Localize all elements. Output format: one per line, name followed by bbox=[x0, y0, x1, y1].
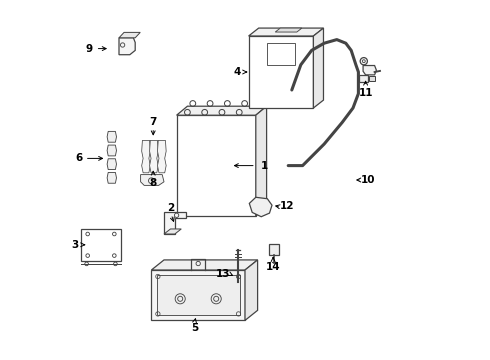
FancyBboxPatch shape bbox=[157, 275, 240, 315]
Polygon shape bbox=[245, 260, 258, 320]
Polygon shape bbox=[107, 131, 117, 142]
Polygon shape bbox=[249, 197, 272, 217]
FancyBboxPatch shape bbox=[81, 229, 121, 261]
Text: 7: 7 bbox=[149, 117, 157, 127]
Polygon shape bbox=[107, 159, 117, 170]
Polygon shape bbox=[314, 28, 323, 108]
Polygon shape bbox=[119, 32, 140, 38]
Polygon shape bbox=[157, 140, 166, 173]
Polygon shape bbox=[256, 106, 267, 216]
Text: 11: 11 bbox=[358, 88, 373, 98]
Polygon shape bbox=[164, 212, 186, 234]
FancyBboxPatch shape bbox=[151, 270, 245, 320]
Polygon shape bbox=[151, 260, 258, 270]
Text: 10: 10 bbox=[361, 175, 376, 185]
Polygon shape bbox=[248, 28, 323, 36]
Polygon shape bbox=[142, 140, 150, 173]
Text: 9: 9 bbox=[86, 44, 93, 54]
Text: 3: 3 bbox=[72, 240, 79, 250]
FancyBboxPatch shape bbox=[176, 115, 256, 216]
FancyBboxPatch shape bbox=[360, 75, 368, 82]
Polygon shape bbox=[141, 175, 164, 185]
Text: 1: 1 bbox=[261, 161, 269, 171]
Text: 12: 12 bbox=[280, 201, 294, 211]
Circle shape bbox=[360, 58, 368, 65]
Text: 6: 6 bbox=[75, 153, 82, 163]
Polygon shape bbox=[107, 145, 117, 156]
Polygon shape bbox=[176, 106, 267, 115]
Polygon shape bbox=[119, 38, 135, 55]
FancyBboxPatch shape bbox=[269, 244, 279, 255]
Text: 14: 14 bbox=[266, 262, 280, 272]
Polygon shape bbox=[363, 66, 376, 75]
Text: 2: 2 bbox=[168, 203, 175, 213]
Text: 8: 8 bbox=[149, 177, 157, 188]
Polygon shape bbox=[275, 28, 302, 32]
FancyBboxPatch shape bbox=[248, 36, 314, 108]
Text: 13: 13 bbox=[216, 269, 230, 279]
Polygon shape bbox=[149, 140, 158, 173]
Text: 4: 4 bbox=[233, 67, 241, 77]
Text: 5: 5 bbox=[191, 323, 198, 333]
FancyBboxPatch shape bbox=[369, 76, 374, 81]
Polygon shape bbox=[164, 229, 181, 234]
Polygon shape bbox=[107, 172, 117, 183]
